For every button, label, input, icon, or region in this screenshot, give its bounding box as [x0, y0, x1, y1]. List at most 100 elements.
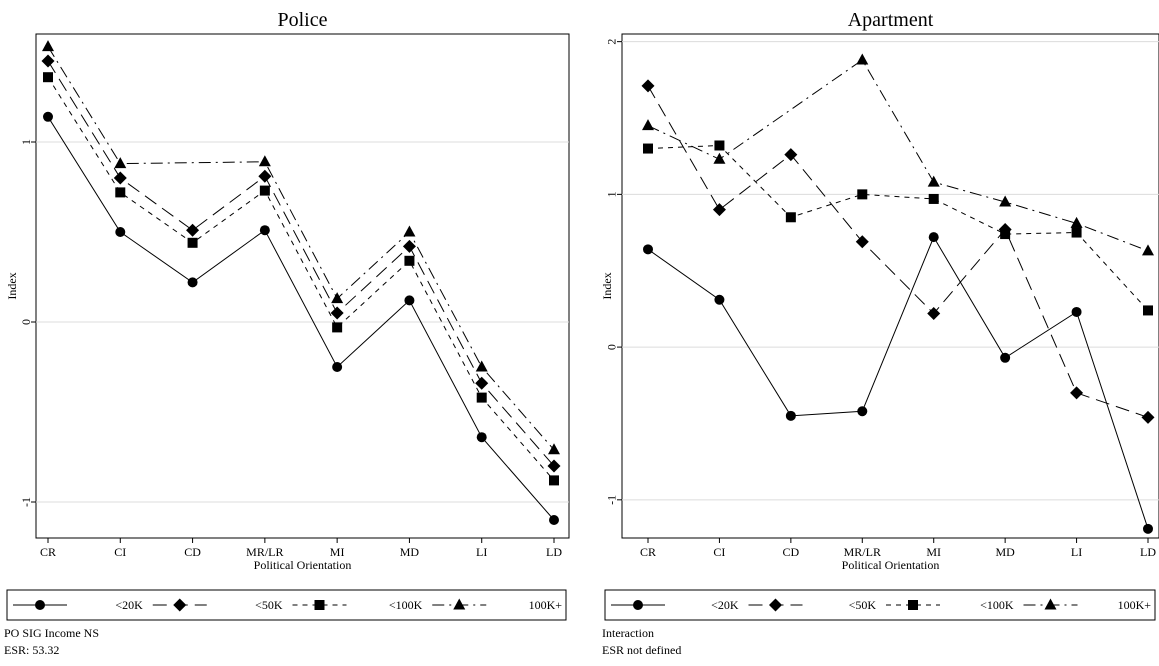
data-point: [115, 227, 126, 237]
data-point: [403, 225, 416, 237]
series-line: [47, 116, 555, 521]
data-point: [714, 294, 725, 305]
data-point: [259, 225, 270, 236]
legend-label--20k: <20K: [711, 598, 739, 612]
legend-swatch-marker: [908, 600, 918, 610]
legend-label--50k: <50K: [255, 598, 283, 612]
data-point: [1071, 306, 1082, 317]
legend-label--100k: <100K: [980, 598, 1014, 612]
data-point: [857, 406, 868, 417]
legend-label-100k-: 100K+: [1118, 598, 1152, 612]
data-point: [114, 157, 127, 169]
data-point: [1071, 227, 1082, 238]
data-point: [927, 306, 941, 320]
legend-swatch-marker: [1044, 598, 1057, 610]
legend-swatch-marker: [314, 600, 325, 610]
x-tick-label-md: MD: [995, 545, 1015, 559]
legend-box: [604, 589, 1156, 621]
data-point: [475, 376, 489, 390]
plot-area: [35, 33, 570, 539]
data-point: [785, 410, 796, 421]
series--50k: [41, 54, 561, 473]
data-point: [713, 152, 726, 164]
chart-title: Police: [278, 9, 328, 31]
data-point: [549, 475, 559, 486]
legend-swatch-marker: [633, 600, 643, 610]
series-line: [647, 144, 1149, 311]
data-point: [402, 239, 416, 253]
data-point: [332, 362, 343, 372]
x-tick-label-mr-lr: MR/LR: [246, 545, 283, 559]
data-point: [643, 244, 653, 255]
data-point: [643, 143, 653, 154]
data-point: [330, 306, 344, 320]
series-line: [647, 85, 1149, 418]
data-point: [1000, 229, 1011, 240]
data-point: [1141, 410, 1155, 424]
data-point: [712, 203, 726, 217]
y-axis-label: Index: [5, 272, 19, 299]
data-point: [857, 189, 868, 200]
x-tick-label-ld: LD: [546, 545, 562, 559]
data-point: [1070, 216, 1083, 228]
data-point: [855, 235, 869, 249]
data-point: [115, 187, 126, 198]
data-point: [999, 195, 1012, 207]
chart-note-1: PO SIG Income NS: [4, 626, 99, 640]
plot-area: [621, 33, 1159, 539]
police-chart-panel: Police -1 0 1 Index CR CI CD MR/LR MI MD LI LD Politi…: [4, 9, 570, 657]
series-line: [47, 76, 555, 481]
data-point: [1143, 305, 1153, 316]
data-point: [258, 155, 271, 167]
data-point: [475, 360, 488, 372]
data-point: [259, 185, 270, 196]
data-point: [641, 79, 655, 93]
data-point: [476, 432, 487, 443]
x-axis-label: Political Orientation: [254, 558, 352, 572]
legend-swatch-marker: [769, 598, 782, 612]
apartment-chart: Apartment -1 0 1 2 Index CR CI CD MR/LR MI MD LI LD Po…: [600, 9, 1159, 621]
data-point: [187, 277, 198, 288]
data-point: [856, 53, 869, 65]
chart-note-2: ESR: 53.32: [4, 643, 60, 657]
series-100k-: [42, 40, 560, 455]
data-point: [404, 255, 415, 266]
x-tick-label-mi: MI: [330, 545, 345, 559]
x-tick-label-mi: MI: [926, 545, 941, 559]
data-point: [714, 140, 725, 151]
x-tick-label-cr: CR: [640, 545, 656, 559]
series-line: [647, 236, 1149, 529]
data-point: [476, 392, 487, 403]
y-axis-label: Index: [600, 272, 614, 299]
data-point: [187, 237, 198, 248]
data-point: [41, 54, 55, 68]
y-tick-label: 0: [605, 344, 619, 350]
series-line: [47, 60, 555, 467]
y-tick-label: -1: [605, 495, 619, 505]
series--100k: [643, 140, 1153, 316]
x-tick-label-ci: CI: [114, 545, 126, 559]
data-point: [1143, 523, 1153, 534]
x-tick-label-li: LI: [1071, 545, 1082, 559]
x-tick-label-ci: CI: [713, 545, 725, 559]
series--20k: [643, 232, 1153, 534]
data-point: [927, 175, 940, 187]
data-point: [547, 459, 561, 473]
x-tick-label-cd: CD: [184, 545, 201, 559]
legend-label--20k: <20K: [115, 598, 143, 612]
legend-label--100k: <100K: [389, 598, 423, 612]
legend: <20K <50K <100K 100K+: [604, 589, 1156, 621]
data-point: [186, 223, 200, 237]
data-point: [549, 515, 559, 525]
y-tick-label: 1: [19, 139, 33, 145]
chart-title: Apartment: [848, 9, 934, 31]
police-chart: Police -1 0 1 Index CR CI CD MR/LR MI MD LI LD Politi…: [5, 9, 570, 621]
y-tick-label: 1: [605, 191, 619, 197]
x-tick-label-ld: LD: [1140, 545, 1156, 559]
x-tick-label-li: LI: [476, 545, 487, 559]
series--100k: [43, 72, 559, 486]
y-tick-label: -1: [19, 497, 33, 507]
data-point: [42, 40, 54, 52]
data-point: [43, 111, 53, 122]
data-point: [548, 443, 560, 455]
